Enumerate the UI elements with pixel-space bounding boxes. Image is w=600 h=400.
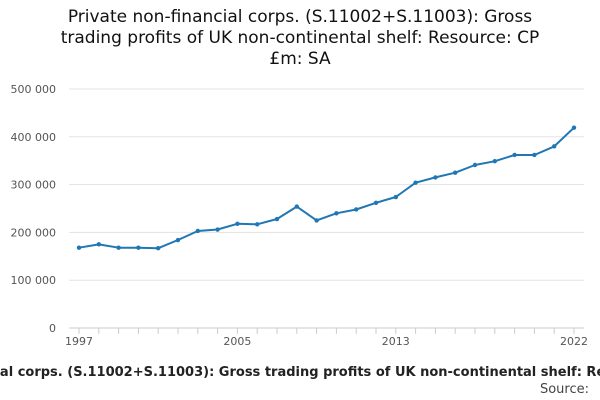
y-tick-label-2: 200 000 xyxy=(11,226,57,239)
y-tick-label-4: 400 000 xyxy=(11,131,57,144)
data-point-2017 xyxy=(472,162,478,168)
data-point-2013 xyxy=(393,194,398,200)
data-point-2004 xyxy=(215,227,220,232)
data-point-2018 xyxy=(492,158,497,164)
chart-title-line-2: trading profits of UK non-continental sh… xyxy=(60,28,540,48)
data-point-2011 xyxy=(354,207,359,212)
data-point-1999 xyxy=(116,245,121,250)
data-point-2021 xyxy=(552,144,557,149)
data-point-1997 xyxy=(76,245,82,250)
y-tick-label-0: 0 xyxy=(49,322,56,335)
data-point-1998 xyxy=(96,242,102,247)
data-point-2012 xyxy=(373,200,379,205)
y-tick-label-1: 100 000 xyxy=(11,274,57,287)
data-point-2006 xyxy=(255,222,260,227)
data-point-2008 xyxy=(294,204,299,209)
x-tick-label-2005: 2005 xyxy=(223,335,251,348)
data-point-2015 xyxy=(433,175,438,180)
data-point-2010 xyxy=(334,211,339,216)
chart-title-line-1: Private non-financial corps. (S.11002+S.… xyxy=(67,7,533,27)
data-point-2022 xyxy=(571,125,577,130)
data-point-2019 xyxy=(512,152,517,158)
data-point-2003 xyxy=(195,228,200,234)
chart-title: Private non-financial corps. (S.11002+S.… xyxy=(20,7,580,70)
series-line-0 xyxy=(78,126,575,250)
x-tick-label-2013: 2013 xyxy=(382,335,410,348)
data-point-2007 xyxy=(274,216,280,222)
data-point-2009 xyxy=(314,218,319,223)
chart-caption: Private non-financial corps. (S.11002+S.… xyxy=(0,365,600,381)
y-tick-label-3: 300 000 xyxy=(11,179,57,192)
data-point-2005 xyxy=(235,221,240,226)
chart-caption-text: Private non-financial corps. (S.11002+S.… xyxy=(0,365,600,380)
data-point-2001 xyxy=(156,245,161,251)
x-tick-label-1997: 1997 xyxy=(65,335,93,348)
data-point-2020 xyxy=(532,152,537,158)
data-point-2000 xyxy=(136,245,141,250)
source-label: Source: xyxy=(539,382,589,397)
data-point-2002 xyxy=(175,237,181,243)
data-point-2014 xyxy=(413,180,418,185)
chart-title-line-3: £m: SA xyxy=(269,49,331,69)
data-point-2016 xyxy=(453,170,458,175)
y-tick-label-5: 500 000 xyxy=(11,83,57,96)
x-tick-label-2022: 2022 xyxy=(560,335,588,348)
